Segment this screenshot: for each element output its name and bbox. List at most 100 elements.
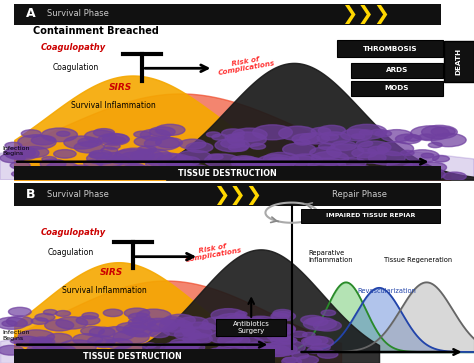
Circle shape <box>260 342 297 356</box>
Circle shape <box>64 136 99 149</box>
Circle shape <box>73 173 93 181</box>
Circle shape <box>149 127 175 136</box>
Text: Infection
Begins: Infection Begins <box>2 330 30 341</box>
Text: Risk of
Complications: Risk of Complications <box>217 53 276 77</box>
Circle shape <box>312 172 329 178</box>
Circle shape <box>31 318 48 325</box>
Circle shape <box>321 310 336 315</box>
Circle shape <box>174 329 201 340</box>
Circle shape <box>410 126 449 140</box>
Text: Survival Phase: Survival Phase <box>47 190 109 199</box>
Circle shape <box>387 160 412 170</box>
Circle shape <box>189 168 210 176</box>
Circle shape <box>345 170 380 183</box>
Circle shape <box>169 338 201 350</box>
Circle shape <box>357 152 386 163</box>
Circle shape <box>172 341 205 354</box>
Circle shape <box>254 170 294 184</box>
Circle shape <box>341 129 372 141</box>
Circle shape <box>73 334 102 345</box>
Circle shape <box>232 157 264 169</box>
Circle shape <box>319 167 355 180</box>
Circle shape <box>32 341 55 350</box>
Circle shape <box>375 130 392 137</box>
Circle shape <box>183 327 212 338</box>
Circle shape <box>207 348 236 359</box>
Circle shape <box>125 326 152 336</box>
Circle shape <box>301 315 324 324</box>
Circle shape <box>85 130 116 142</box>
Circle shape <box>301 337 321 345</box>
Text: ❯❯❯: ❯❯❯ <box>213 186 263 205</box>
Circle shape <box>14 336 40 347</box>
Circle shape <box>217 344 247 355</box>
Circle shape <box>33 339 47 344</box>
Circle shape <box>295 139 310 145</box>
Circle shape <box>39 351 72 363</box>
Circle shape <box>271 335 294 345</box>
Circle shape <box>298 171 320 179</box>
Circle shape <box>182 165 209 175</box>
Circle shape <box>283 143 316 156</box>
Circle shape <box>292 134 319 144</box>
Circle shape <box>76 316 100 325</box>
Text: TISSUE DESTRUCTION: TISSUE DESTRUCTION <box>83 352 182 361</box>
Circle shape <box>237 159 269 171</box>
Circle shape <box>156 154 193 168</box>
Circle shape <box>311 151 348 166</box>
Circle shape <box>124 308 150 318</box>
Circle shape <box>368 146 388 154</box>
Circle shape <box>46 333 72 343</box>
Circle shape <box>74 174 88 179</box>
Circle shape <box>368 151 405 165</box>
Circle shape <box>421 153 434 158</box>
Circle shape <box>225 134 244 141</box>
Circle shape <box>10 162 30 169</box>
Circle shape <box>103 309 123 317</box>
Circle shape <box>232 337 264 349</box>
Circle shape <box>2 321 17 326</box>
Circle shape <box>253 125 292 140</box>
Text: IMPAIRED TISSUE REPIAR: IMPAIRED TISSUE REPIAR <box>326 213 416 219</box>
FancyBboxPatch shape <box>301 209 440 223</box>
Circle shape <box>307 318 328 326</box>
Circle shape <box>337 165 375 179</box>
Circle shape <box>148 320 178 332</box>
Text: Survival Inflammation: Survival Inflammation <box>62 286 146 295</box>
FancyBboxPatch shape <box>14 349 275 363</box>
Circle shape <box>113 163 150 178</box>
Circle shape <box>113 345 149 359</box>
Circle shape <box>228 144 248 151</box>
FancyBboxPatch shape <box>14 166 441 180</box>
Circle shape <box>421 125 457 139</box>
Circle shape <box>321 134 338 140</box>
Text: Coagulopathy: Coagulopathy <box>40 43 106 52</box>
Circle shape <box>93 353 128 363</box>
Circle shape <box>7 316 33 326</box>
Circle shape <box>146 153 186 168</box>
FancyBboxPatch shape <box>337 40 443 57</box>
Circle shape <box>406 150 439 163</box>
Circle shape <box>181 322 217 337</box>
Text: Risk of
Complications: Risk of Complications <box>184 240 243 263</box>
Text: B: B <box>26 188 36 201</box>
Circle shape <box>262 346 291 356</box>
Circle shape <box>46 162 79 175</box>
Circle shape <box>101 166 128 177</box>
Circle shape <box>319 143 335 150</box>
Circle shape <box>347 124 387 139</box>
Circle shape <box>228 327 245 333</box>
Circle shape <box>87 352 124 363</box>
Text: Infection
Begins: Infection Begins <box>2 146 30 156</box>
FancyBboxPatch shape <box>14 183 441 206</box>
Circle shape <box>88 336 116 347</box>
Text: Repair Phase: Repair Phase <box>332 190 387 199</box>
FancyBboxPatch shape <box>14 4 441 25</box>
Circle shape <box>197 354 229 363</box>
Circle shape <box>0 345 24 355</box>
Circle shape <box>93 129 114 136</box>
Circle shape <box>307 347 323 354</box>
Circle shape <box>40 159 66 169</box>
Text: TISSUE DESTRUCTION: TISSUE DESTRUCTION <box>178 168 277 178</box>
Circle shape <box>98 134 129 145</box>
